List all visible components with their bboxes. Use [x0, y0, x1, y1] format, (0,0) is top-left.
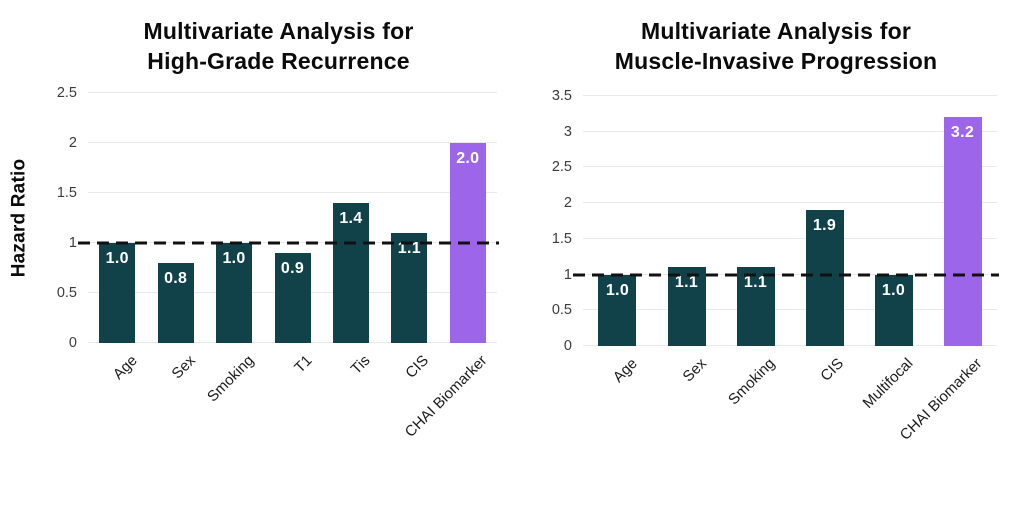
- y-tick-label: 2.5: [56, 85, 77, 101]
- gridline: [88, 192, 497, 193]
- bar-t1: 0.9: [274, 253, 311, 343]
- y-tick-label: 2.5: [551, 159, 572, 176]
- bar-age: 1.0: [99, 243, 136, 343]
- bar-sex: 0.8: [157, 263, 194, 343]
- chart-title: Multivariate Analysis for High-Grade Rec…: [60, 16, 497, 76]
- y-tick-label: 1.5: [56, 185, 77, 201]
- y-tick-label: 0: [68, 335, 77, 351]
- bar-value-label: 0.8: [164, 270, 188, 287]
- gridline: [583, 345, 997, 346]
- gridline: [583, 166, 997, 168]
- bar-value-label: 1.0: [605, 281, 630, 299]
- y-tick-label: 0: [563, 338, 572, 354]
- y-axis-label-wrap: Hazard Ratio: [6, 93, 32, 343]
- bar-value-label: 0.9: [280, 260, 305, 277]
- chart-title-line-1: Multivariate Analysis for: [143, 18, 414, 44]
- bar-value-label: 1.1: [674, 274, 699, 292]
- y-tick-label: 0.5: [56, 285, 77, 301]
- y-tick-label: 3.5: [551, 88, 572, 104]
- y-tick-label: 0.5: [551, 302, 572, 319]
- y-tick-label: 2: [68, 135, 77, 151]
- gridline: [583, 237, 997, 239]
- y-tick-label: 3: [563, 123, 572, 140]
- bar-age: 1.0: [598, 274, 637, 346]
- x-tick-label-sex: Sex: [168, 352, 199, 383]
- bar-value-label: 2.0: [456, 150, 480, 167]
- chart-title-line-1: Multivariate Analysis for: [640, 18, 911, 44]
- x-tick-label-cis: CIS: [817, 355, 848, 385]
- bar-cis: 1.1: [391, 233, 428, 343]
- x-tick-label-sex: Sex: [679, 355, 710, 386]
- bar-value-label: 1.4: [339, 210, 363, 227]
- x-tick-label-t1: T1: [291, 352, 316, 377]
- bar-value-label: 1.0: [881, 281, 906, 299]
- bar-smoking: 1.1: [736, 267, 775, 346]
- y-axis-label: Hazard Ratio: [8, 158, 30, 278]
- bar-value-label: 1.0: [105, 250, 129, 267]
- x-tick-label-smoking: Smoking: [203, 352, 258, 406]
- x-tick-label-multifocal: Multifocal: [859, 355, 917, 412]
- bar-value-label: 1.0: [222, 250, 246, 267]
- plot-area: 0 0.5 1 1.5 2 2.5 3 3.5 1.0 Age 1.1 Sex 1.1 Smoking 1.…: [552, 88, 999, 444]
- x-tick-label-smoking: Smoking: [725, 355, 779, 409]
- bar-sex: 1.1: [667, 267, 706, 346]
- x-tick-label-age: Age: [109, 352, 141, 383]
- bar-chai-biomarker: 3.2: [943, 117, 982, 346]
- gridline: [583, 202, 997, 204]
- y-tick-label: 1: [68, 235, 77, 251]
- gridline: [583, 309, 997, 311]
- reference-line-hr-1: [573, 273, 999, 277]
- reference-line-hr-1: [78, 241, 499, 245]
- bar-smoking: 1.0: [216, 243, 253, 343]
- chart-title-line-2: High-Grade Recurrence: [147, 48, 410, 74]
- x-tick-label-cis: CIS: [402, 352, 433, 382]
- x-tick-label-age: Age: [609, 355, 641, 386]
- bar-value-label: 1.9: [812, 217, 837, 235]
- chart-muscle-invasive-progression: Multivariate Analysis for Muscle-Invasiv…: [512, 0, 1024, 512]
- bar-multifocal: 1.0: [874, 274, 913, 346]
- bar-tis: 1.4: [332, 203, 369, 343]
- gridline: [583, 95, 997, 96]
- bar-cis: 1.9: [805, 210, 844, 346]
- y-tick-label: 1: [563, 266, 572, 283]
- x-tick-label-tis: Tis: [348, 352, 374, 378]
- gridline: [88, 142, 497, 143]
- y-tick-label: 2: [563, 195, 572, 212]
- gridline: [88, 92, 497, 93]
- plot-area: 0 0.5 1 1.5 2 2.5 1.0 Age 0.8 Sex 1.0 Smoking 0.9 T1 1…: [57, 85, 499, 441]
- bar-value-label: 1.1: [743, 274, 768, 292]
- gridline: [583, 130, 997, 132]
- chart-title-line-2: Muscle-Invasive Progression: [614, 48, 938, 74]
- chart-high-grade-recurrence: Multivariate Analysis for High-Grade Rec…: [6, 16, 499, 441]
- chart-title: Multivariate Analysis for Muscle-Invasiv…: [555, 16, 997, 76]
- y-tick-label: 1.5: [551, 230, 572, 247]
- bar-value-label: 3.2: [950, 124, 975, 142]
